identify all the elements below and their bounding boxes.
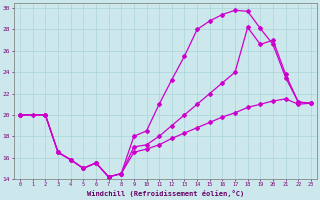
X-axis label: Windchill (Refroidissement éolien,°C): Windchill (Refroidissement éolien,°C) [87, 190, 244, 197]
